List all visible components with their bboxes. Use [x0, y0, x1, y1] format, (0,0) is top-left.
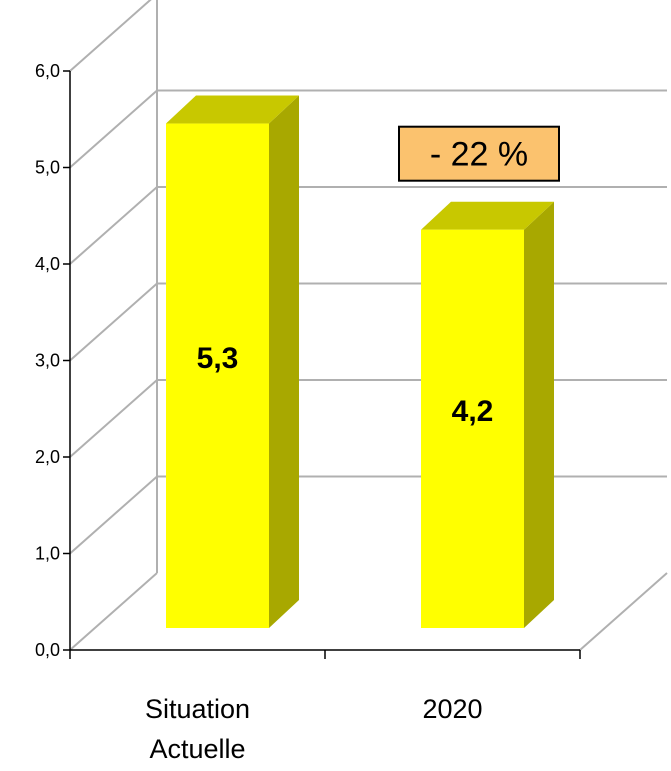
- data-label: 5,3: [197, 342, 239, 375]
- gridline-depth: [69, 89, 158, 169]
- bar-front: [166, 123, 269, 629]
- gridline-depth: [69, 0, 152, 72]
- x-category-label: Actuelle: [149, 734, 245, 764]
- grid-layer: [69, 0, 668, 651]
- bar-front: [421, 229, 524, 628]
- x-category-label: 2020: [422, 694, 482, 724]
- bar-side: [269, 95, 299, 629]
- y-tick-label: 5,0: [35, 158, 60, 178]
- annotation-callout: - 22 %: [398, 125, 560, 182]
- y-tick-label: 1,0: [35, 544, 60, 564]
- gridline-depth: [69, 186, 158, 265]
- bar-2: [421, 201, 554, 628]
- bar-top: [421, 201, 554, 230]
- bar-layer: [166, 95, 554, 629]
- bar-top: [166, 95, 299, 124]
- y-tick-label: 4,0: [35, 254, 60, 274]
- gridline-depth: [69, 379, 158, 458]
- x-category-label: Situation: [145, 694, 250, 724]
- y-tick-label: 0,0: [35, 640, 60, 660]
- y-tick-label: 2,0: [35, 447, 60, 467]
- gridline-depth: [69, 282, 158, 362]
- label-layer: 5,3 Situation Actuelle 4,2 2020: [145, 342, 493, 764]
- y-tick-label: 6,0: [35, 61, 60, 81]
- data-label: 4,2: [452, 395, 494, 428]
- gridline-depth: [69, 475, 158, 555]
- axis-layer: 0,0 1,0 2,0 3,0 4,0 5,0 6,0: [35, 61, 581, 660]
- y-tick-label: 3,0: [35, 351, 60, 371]
- bar-1: [166, 95, 299, 629]
- bar-side: [524, 201, 554, 628]
- floor-right-edge: [579, 572, 668, 651]
- gridline-depth: [69, 572, 158, 651]
- annotation-text: - 22 %: [430, 136, 528, 174]
- annotation-box: [398, 125, 560, 182]
